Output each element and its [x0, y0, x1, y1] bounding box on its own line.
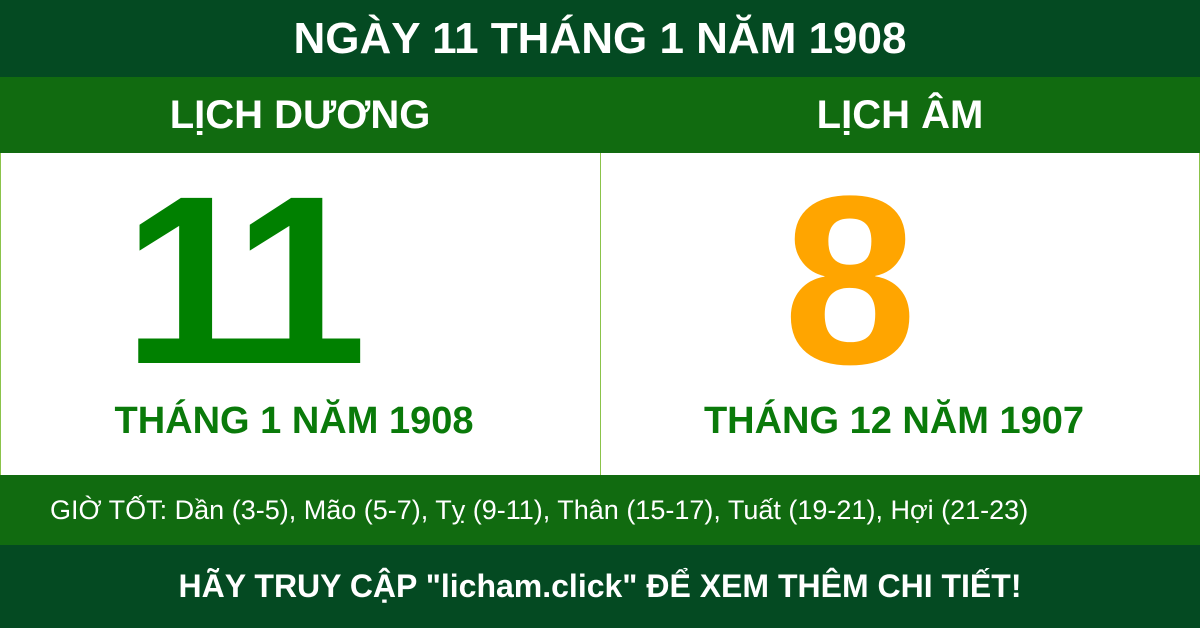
good-hours: GIỜ TỐT: Dần (3-5), Mão (5-7), Tỵ (9-11)… — [0, 475, 1200, 545]
lunar-heading: LỊCH ÂM — [816, 92, 984, 137]
footer-cta: HÃY TRUY CẬP "licham.click" ĐỂ XEM THÊM … — [0, 545, 1200, 628]
solar-day-number: 11 — [123, 146, 367, 414]
calendar-headings: LỊCH DƯƠNG LỊCH ÂM — [0, 77, 1200, 153]
lunar-day-number: 8 — [783, 146, 917, 414]
solar-heading: LỊCH DƯƠNG — [169, 92, 431, 137]
page-title: NGÀY 11 THÁNG 1 NĂM 1908 — [0, 0, 1200, 77]
solar-month-year: THÁNG 1 NĂM 1908 — [114, 400, 474, 442]
lunar-month-year: THÁNG 12 NĂM 1907 — [703, 400, 1085, 442]
divider — [600, 153, 601, 475]
